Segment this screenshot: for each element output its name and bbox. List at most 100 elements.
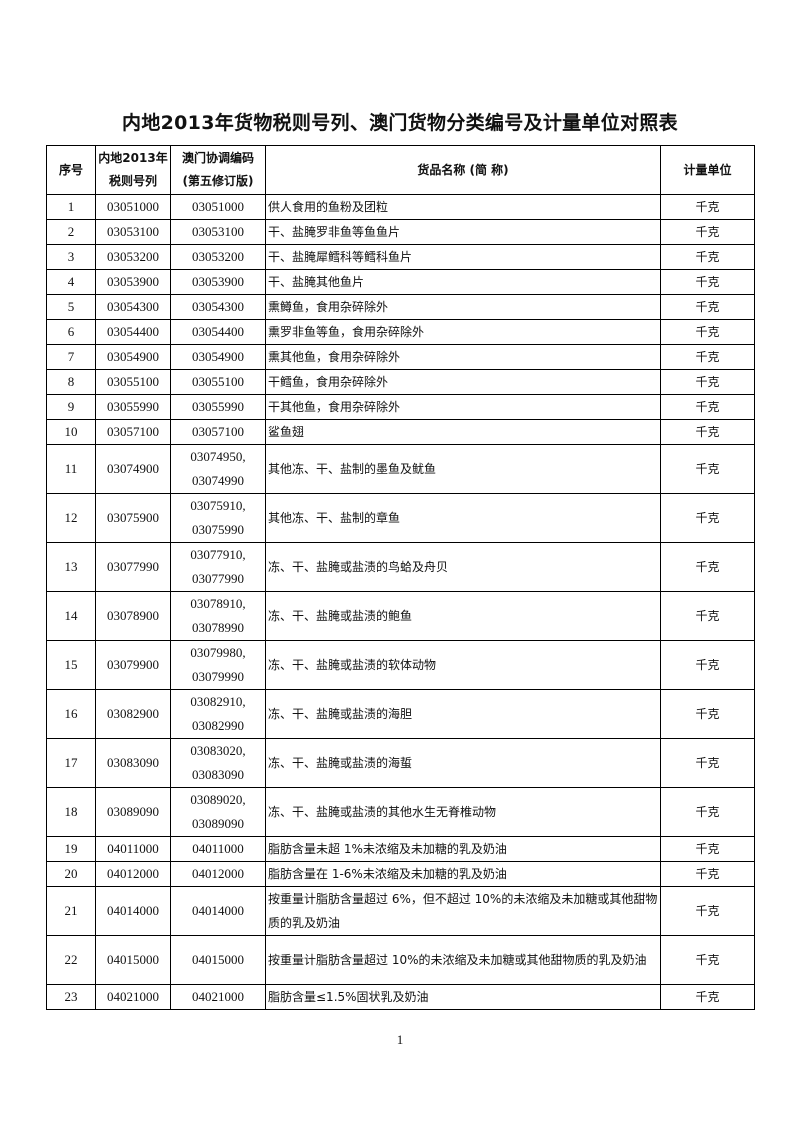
- cell-macau-code: 03055990: [170, 394, 266, 420]
- macau-code: 03053200: [192, 249, 244, 264]
- cell-goods-name: 冻、干、盐腌或盐渍的海蜇: [265, 738, 661, 788]
- cell-goods-name: 脂肪含量未超 1%未浓缩及未加糖的乳及奶油: [265, 836, 661, 862]
- cell-macau-code: 03077910, 03077990: [170, 542, 266, 592]
- cell-seq: 10: [46, 419, 96, 445]
- cell-unit: 千克: [660, 319, 755, 345]
- cell-macau-code: 03089020, 03089090: [170, 787, 266, 837]
- macau-code: 04015000: [192, 952, 244, 967]
- macau-code: 03078990: [192, 620, 244, 635]
- cell-seq: 18: [46, 787, 96, 837]
- cell-seq: 14: [46, 591, 96, 641]
- cell-goods-name: 干、盐腌其他鱼片: [265, 269, 661, 295]
- cell-goods-name: 冻、干、盐腌或盐渍的其他水生无脊椎动物: [265, 787, 661, 837]
- macau-code: 03075910,: [190, 498, 246, 513]
- cell-unit: 千克: [660, 738, 755, 788]
- cell-goods-name: 鲨鱼翅: [265, 419, 661, 445]
- cell-macau-code: 03079980, 03079990: [170, 640, 266, 690]
- cell-seq: 19: [46, 836, 96, 862]
- cell-unit: 千克: [660, 269, 755, 295]
- cell-goods-name: 其他冻、干、盐制的墨鱼及鱿鱼: [265, 444, 661, 494]
- cell-unit: 千克: [660, 984, 755, 1010]
- tariff-comparison-table: 序号 内地2013年 税则号列 澳门协调编码 (第五修订版) 货品名称 (简 称) …: [46, 145, 755, 1010]
- header-macau-line1: 澳门协调编码: [181, 151, 254, 165]
- cell-goods-name: 脂肪含量在 1-6%未浓缩及未加糖的乳及奶油: [265, 861, 661, 887]
- cell-mainland-code: 03077990: [95, 542, 171, 592]
- cell-goods-name: 干鳕鱼，食用杂碎除外: [265, 369, 661, 395]
- table-row: 5 03054300 03054300 熏鳟鱼，食用杂碎除外 千克: [46, 294, 755, 320]
- cell-seq: 16: [46, 689, 96, 739]
- cell-mainland-code: 03054900: [95, 344, 171, 370]
- cell-goods-name: 冻、干、盐腌或盐渍的海胆: [265, 689, 661, 739]
- cell-macau-code: 03053100: [170, 219, 266, 245]
- cell-goods-name: 熏鳟鱼，食用杂碎除外: [265, 294, 661, 320]
- cell-mainland-code: 03089090: [95, 787, 171, 837]
- cell-seq: 9: [46, 394, 96, 420]
- cell-goods-name: 干、盐腌犀鳕科等鳕科鱼片: [265, 244, 661, 270]
- header-macau-code: 澳门协调编码 (第五修订版): [170, 145, 266, 195]
- table-row: 17 03083090 03083020, 03083090 冻、干、盐腌或盐渍的海蜇千…: [46, 738, 755, 788]
- cell-macau-code: 03054900: [170, 344, 266, 370]
- table-row: 8 03055100 03055100 干鳕鱼，食用杂碎除外 千克: [46, 369, 755, 395]
- cell-mainland-code: 03074900: [95, 444, 171, 494]
- cell-macau-code: 03078910, 03078990: [170, 591, 266, 641]
- macau-code: 03078910,: [190, 596, 246, 611]
- macau-code: 04012000: [192, 866, 244, 881]
- macau-code: 03053100: [192, 224, 244, 239]
- cell-seq: 20: [46, 861, 96, 887]
- cell-mainland-code: 03055990: [95, 394, 171, 420]
- cell-goods-name: 干其他鱼，食用杂碎除外: [265, 394, 661, 420]
- table-row: 20 04012000 04012000 脂肪含量在 1-6%未浓缩及未加糖的乳及奶油…: [46, 861, 755, 887]
- table-row: 3 03053200 03053200 干、盐腌犀鳕科等鳕科鱼片 千克: [46, 244, 755, 270]
- cell-macau-code: 03051000: [170, 194, 266, 220]
- cell-goods-name: 冻、干、盐腌或盐渍的鲍鱼: [265, 591, 661, 641]
- cell-macau-code: 03054400: [170, 319, 266, 345]
- macau-code: 03054900: [192, 349, 244, 364]
- macau-code: 03082910,: [190, 694, 246, 709]
- cell-unit: 千克: [660, 444, 755, 494]
- macau-code: 03075990: [192, 522, 244, 537]
- macau-code: 03054300: [192, 299, 244, 314]
- cell-mainland-code: 04021000: [95, 984, 171, 1010]
- cell-seq: 2: [46, 219, 96, 245]
- table-row: 23 04021000 04021000 脂肪含量≤1.5%固状乳及奶油 千克: [46, 984, 755, 1010]
- macau-code: 04021000: [192, 989, 244, 1004]
- cell-seq: 3: [46, 244, 96, 270]
- cell-mainland-code: 03053900: [95, 269, 171, 295]
- table-row: 12 03075900 03075910, 03075990 其他冻、干、盐制的章鱼 千克: [46, 493, 755, 543]
- table-row: 6 03054400 03054400 熏罗非鱼等鱼，食用杂碎除外 千克: [46, 319, 755, 345]
- macau-code: 03074990: [192, 473, 244, 488]
- header-unit: 计量单位: [660, 145, 755, 195]
- macau-code: 03083020,: [190, 743, 246, 758]
- cell-macau-code: 03054300: [170, 294, 266, 320]
- cell-seq: 7: [46, 344, 96, 370]
- macau-code: 03079990: [192, 669, 244, 684]
- header-mainland-code: 内地2013年 税则号列: [95, 145, 171, 195]
- cell-seq: 23: [46, 984, 96, 1010]
- cell-seq: 11: [46, 444, 96, 494]
- macau-code: 03083090: [192, 767, 244, 782]
- cell-macau-code: 03074950, 03074990: [170, 444, 266, 494]
- cell-mainland-code: 04014000: [95, 886, 171, 936]
- cell-macau-code: 03053200: [170, 244, 266, 270]
- cell-unit: 千克: [660, 836, 755, 862]
- macau-code: 03054400: [192, 324, 244, 339]
- macau-code: 03053900: [192, 274, 244, 289]
- table-row: 7 03054900 03054900 熏其他鱼，食用杂碎除外 千克: [46, 344, 755, 370]
- macau-code: 03079980,: [190, 645, 246, 660]
- table-row: 14 03078900 03078910, 03078990 冻、干、盐腌或盐渍的鲍鱼千…: [46, 591, 755, 641]
- cell-mainland-code: 04011000: [95, 836, 171, 862]
- macau-code: 03057100: [192, 424, 244, 439]
- cell-mainland-code: 03078900: [95, 591, 171, 641]
- macau-code: 03077990: [192, 571, 244, 586]
- table-row: 9 03055990 03055990 干其他鱼，食用杂碎除外 千克: [46, 394, 755, 420]
- cell-goods-name: 供人食用的鱼粉及团粒: [265, 194, 661, 220]
- table-row: 19 04011000 04011000 脂肪含量未超 1%未浓缩及未加糖的乳及奶油千…: [46, 836, 755, 862]
- cell-macau-code: 03075910, 03075990: [170, 493, 266, 543]
- cell-mainland-code: 03055100: [95, 369, 171, 395]
- table-row: 18 03089090 03089020, 03089090 冻、干、盐腌或盐渍的其他水…: [46, 787, 755, 837]
- macau-code: 03051000: [192, 199, 244, 214]
- cell-mainland-code: 03079900: [95, 640, 171, 690]
- cell-unit: 千克: [660, 344, 755, 370]
- cell-unit: 千克: [660, 244, 755, 270]
- cell-mainland-code: 04015000: [95, 935, 171, 985]
